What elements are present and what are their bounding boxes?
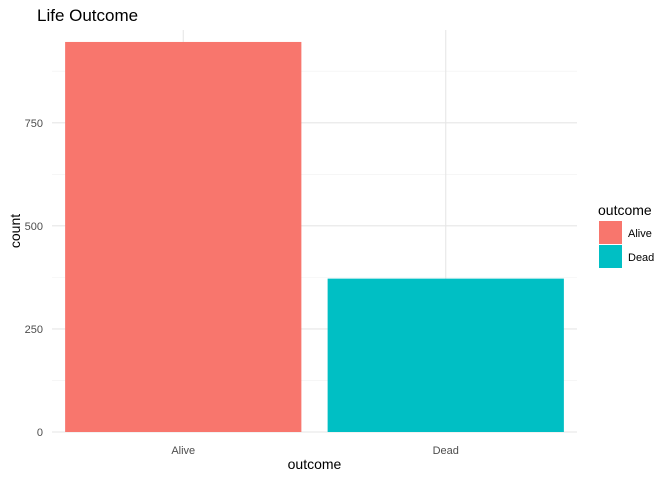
bars-layer bbox=[65, 41, 564, 433]
x-axis-title: outcome bbox=[288, 456, 342, 472]
y-tick-label: 500 bbox=[25, 221, 43, 233]
y-tick-label: 750 bbox=[25, 118, 43, 130]
legend-label-dead: Dead bbox=[628, 252, 654, 264]
bar-dead bbox=[327, 278, 564, 432]
x-tick-label: Dead bbox=[433, 445, 459, 457]
chart-title: Life Outcome bbox=[37, 6, 138, 25]
legend-label-alive: Alive bbox=[628, 228, 652, 240]
ticks-layer: 0 250 500 750 Alive Dead bbox=[25, 118, 459, 457]
bar-alive bbox=[65, 41, 302, 433]
x-tick-label: Alive bbox=[171, 445, 195, 457]
y-axis-title: count bbox=[7, 214, 23, 248]
legend-key-dead bbox=[599, 245, 622, 268]
legend-key-alive bbox=[599, 221, 622, 244]
y-tick-label: 250 bbox=[25, 324, 43, 336]
y-tick-label: 0 bbox=[37, 427, 43, 439]
legend: outcome Alive Dead bbox=[598, 202, 654, 268]
legend-entries: Alive Dead bbox=[599, 221, 654, 268]
legend-title: outcome bbox=[598, 202, 652, 218]
